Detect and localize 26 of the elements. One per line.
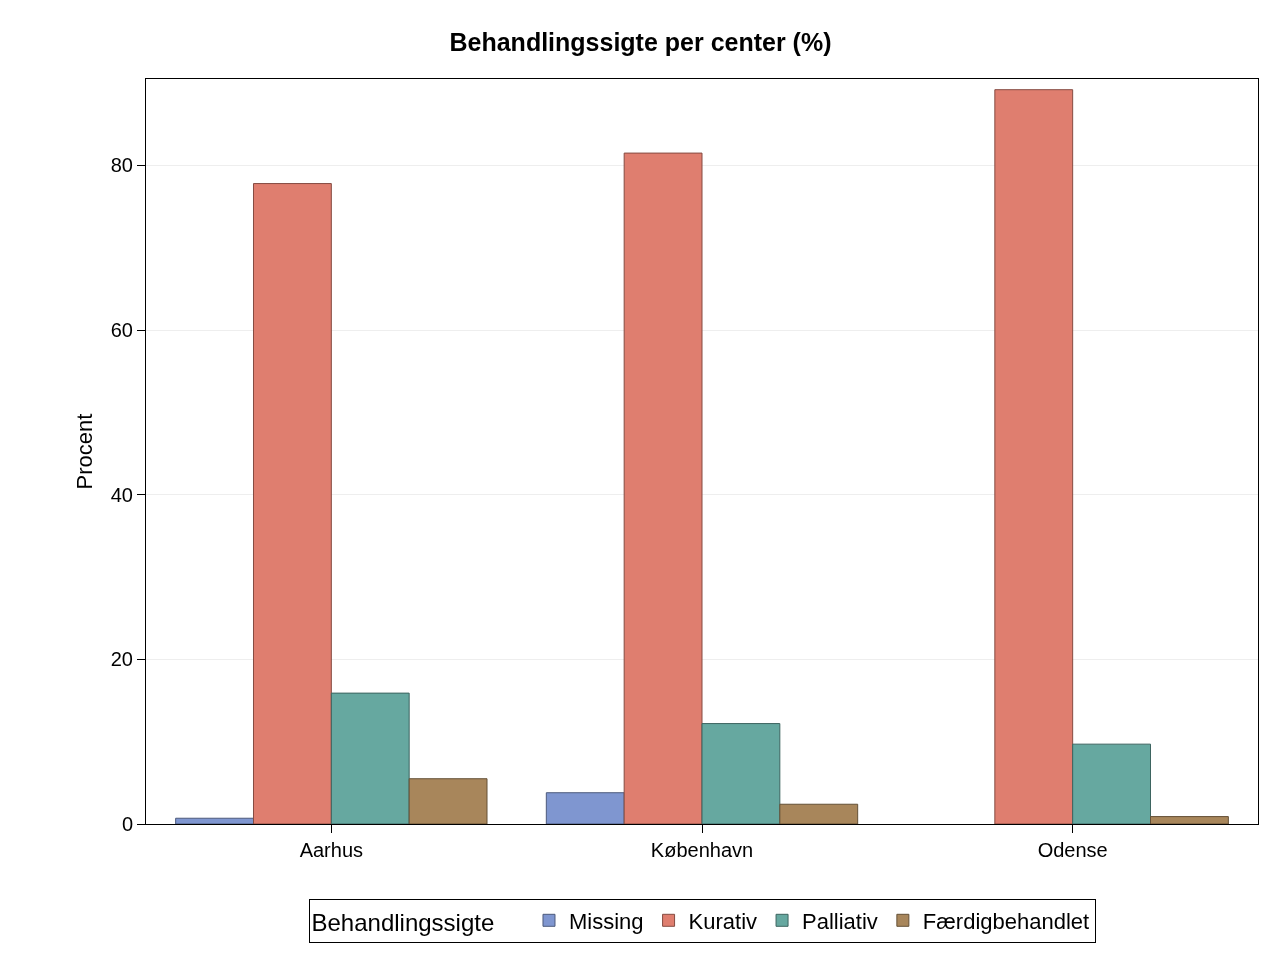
x-tick-label: Odense <box>1037 839 1108 861</box>
bar <box>779 803 859 824</box>
legend-label: Palliativ <box>802 908 878 934</box>
bar <box>1072 743 1152 824</box>
bar <box>330 692 410 824</box>
bar <box>175 817 254 824</box>
bar <box>252 183 332 824</box>
y-tick-label: 20 <box>110 648 133 671</box>
y-tick-label: 80 <box>110 154 133 177</box>
legend-title: Behandlingssigte <box>311 908 521 936</box>
chart-title: Behandlingssigte per center (%) <box>449 28 832 57</box>
bar <box>545 792 625 824</box>
x-tick-label: Aarhus <box>299 839 364 861</box>
bar <box>994 89 1074 824</box>
y-tick-label: 60 <box>110 319 133 342</box>
legend-label: Missing <box>568 908 644 934</box>
bar <box>1150 816 1229 824</box>
y-axis-title: Procent <box>72 413 97 490</box>
y-tick-label: 0 <box>121 813 133 835</box>
y-tick-label: 40 <box>110 483 133 506</box>
bar <box>701 723 781 824</box>
legend-label: Kurativ <box>688 908 758 934</box>
bar <box>623 152 703 824</box>
x-tick-label: København <box>650 839 754 861</box>
bar <box>408 778 488 824</box>
legend-label: Færdigbehandlet <box>922 908 1090 934</box>
